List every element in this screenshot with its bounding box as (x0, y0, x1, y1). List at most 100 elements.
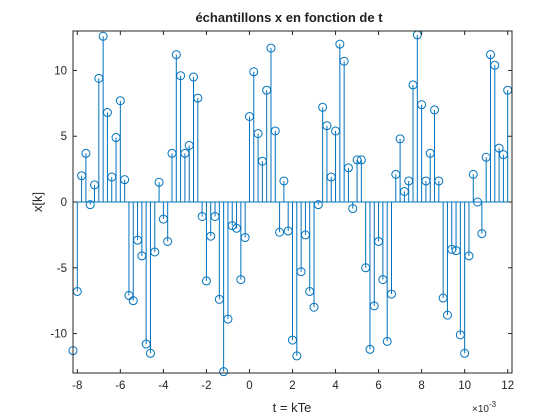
x-tick-label: 8 (418, 380, 424, 392)
stem-marker (485, 50, 495, 60)
stem-point (335, 39, 345, 202)
stem-marker (81, 148, 91, 158)
stem-point (318, 102, 328, 202)
stem-point (176, 71, 186, 202)
stem-point (223, 202, 233, 324)
stem-point (348, 202, 358, 214)
x-axis-exponent-power: -3 (489, 400, 497, 409)
stem-point (201, 202, 211, 286)
stem-marker (430, 105, 440, 115)
stem-point (464, 202, 474, 261)
stem-series (68, 30, 513, 377)
stem-marker (386, 289, 396, 299)
stem-point (485, 50, 495, 202)
stem-marker (292, 351, 302, 361)
stem-point (369, 202, 379, 311)
x-tick-label: -8 (72, 380, 82, 392)
stem-point (102, 108, 112, 202)
stem-marker (343, 163, 353, 173)
stem-point (468, 169, 478, 202)
stem-marker (477, 229, 487, 239)
x-axis-label: t = kTe (273, 400, 312, 415)
stem-marker (249, 67, 259, 77)
stem-marker (171, 50, 181, 60)
stem-marker (322, 121, 332, 131)
x-tick-label: 0 (246, 380, 252, 392)
stem-marker (348, 204, 358, 214)
stem-point (490, 60, 500, 202)
stem-marker (176, 71, 186, 81)
stem-point (253, 129, 263, 202)
stem-point (322, 121, 332, 202)
stem-point (120, 175, 130, 202)
stem-marker (417, 100, 427, 110)
stem-point (343, 163, 353, 202)
stem-marker (382, 336, 392, 346)
stem-point (171, 50, 181, 202)
stem-point (382, 202, 392, 346)
x-tick-label: 10 (458, 380, 471, 392)
stem-marker (464, 251, 474, 261)
stem-point (154, 177, 164, 202)
stem-marker (150, 247, 160, 257)
stem-marker (313, 200, 323, 210)
stem-marker (365, 344, 375, 354)
stem-marker (236, 275, 246, 285)
stem-point (163, 202, 173, 246)
stem-point (98, 31, 108, 202)
y-tick-label: 0 (61, 197, 67, 209)
stem-marker (395, 134, 405, 144)
stem-point (309, 202, 319, 312)
stem-marker (102, 108, 112, 118)
stem-point (249, 67, 259, 202)
stem-marker (223, 314, 233, 324)
stem-point (236, 202, 246, 285)
stem-point (270, 126, 280, 202)
x-axis-exponent: ×10-3 (472, 400, 497, 415)
x-tick-label: 2 (289, 380, 295, 392)
stem-marker (145, 348, 155, 358)
y-tick-label: 5 (61, 131, 67, 143)
stem-point (275, 202, 285, 237)
stem-point (115, 96, 125, 202)
x-tick-label: 4 (332, 380, 339, 392)
stem-marker (356, 155, 366, 165)
stem-marker (189, 72, 199, 82)
stem-point (339, 56, 349, 202)
x-tick-label: 12 (501, 380, 514, 392)
stem-marker (275, 227, 285, 237)
stem-marker (266, 43, 276, 53)
y-tick-label: -5 (57, 263, 67, 275)
stem-marker (296, 267, 306, 277)
x-tick-label: -2 (201, 380, 211, 392)
stem-marker (240, 233, 250, 243)
stem-point (417, 100, 427, 202)
stem-point (193, 93, 203, 202)
stem-marker (468, 169, 478, 179)
stem-point (206, 202, 216, 241)
stem-point (81, 148, 91, 202)
stem-point (442, 202, 452, 320)
stem-marker (253, 129, 263, 139)
stem-marker (270, 126, 280, 136)
stem-marker (98, 31, 108, 41)
stem-point (150, 202, 160, 257)
stem-marker (128, 296, 138, 306)
stem-point (434, 176, 444, 202)
stem-marker (163, 236, 173, 246)
y-tick-label: -10 (50, 329, 67, 341)
stem-marker (120, 175, 130, 185)
x-tick-label: -6 (115, 380, 125, 392)
stem-marker (335, 39, 345, 49)
stem-point (219, 202, 229, 377)
x-tick-label: 6 (375, 380, 381, 392)
stem-point (460, 202, 470, 358)
stem-point (266, 43, 276, 202)
stem-marker (318, 102, 328, 112)
stem-marker (369, 301, 379, 311)
stem-point (292, 202, 302, 361)
stem-marker (154, 177, 164, 187)
x-tick-label: -4 (158, 380, 169, 392)
stem-point (477, 202, 487, 239)
